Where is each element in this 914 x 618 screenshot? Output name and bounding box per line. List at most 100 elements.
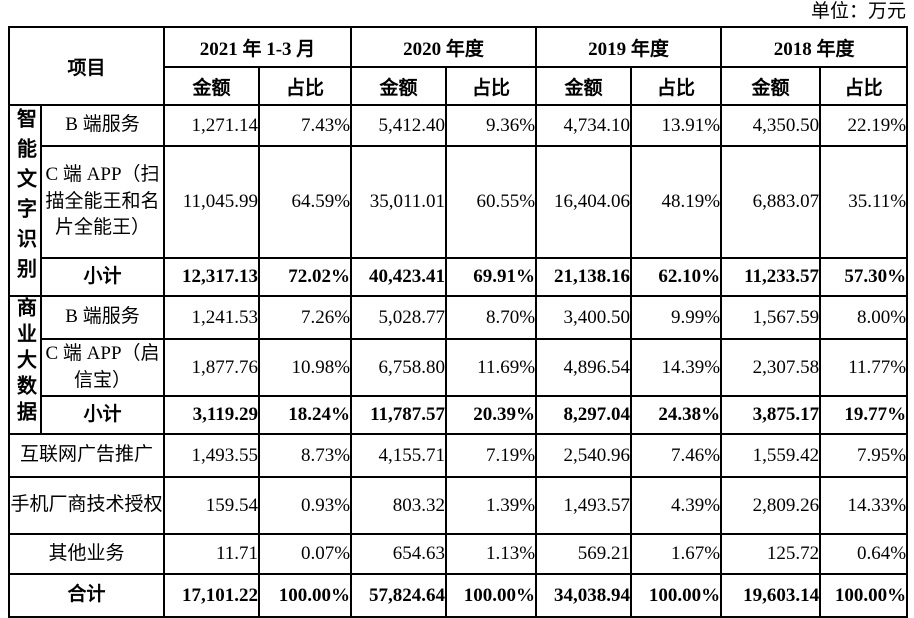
table-row: 商业大数据 B 端服务 1,241.53 7.26% 5,028.77 8.70… [8, 294, 909, 435]
row-label: 手机厂商技术授权 [7, 476, 166, 535]
ratio-cell: 9.36% [445, 104, 538, 147]
table-row: C 端 APP（扫描全能王和名片全能王） 11,045.99 64.59% 35… [9, 145, 909, 259]
header-ratio: 占比 [445, 66, 538, 106]
header-amount: 金额 [163, 66, 261, 106]
header-ratio: 占比 [630, 66, 723, 106]
amount-cell: 6,758.80 [350, 338, 448, 397]
ratio-cell: 1.39% [445, 476, 538, 535]
ratio-cell: 10.98% [258, 338, 353, 397]
amount-cell: 8,297.04 [535, 394, 633, 436]
unit-label: 单位：万元 [810, 1, 906, 22]
header-item: 项目 [7, 26, 166, 106]
ratio-cell: 60.55% [445, 145, 538, 259]
header-amount: 金额 [535, 66, 633, 106]
amount-cell: 569.21 [535, 533, 633, 575]
row-label: 互联网广告推广 [7, 433, 166, 478]
ratio-cell: 7.26% [258, 294, 353, 341]
amount-cell: 16,404.06 [535, 145, 633, 259]
amount-cell: 1,271.14 [163, 104, 261, 147]
amount-cell: 4,155.71 [350, 433, 448, 478]
ratio-cell: 48.19% [630, 145, 723, 259]
amount-cell: 654.63 [350, 533, 448, 575]
ratio-cell: 100.00% [819, 573, 909, 618]
amount-cell: 11,045.99 [163, 145, 261, 259]
amount-cell: 6,883.07 [720, 145, 822, 259]
amount-cell: 4,350.50 [720, 104, 822, 147]
ratio-cell: 62.10% [630, 257, 723, 297]
amount-cell: 125.72 [720, 533, 822, 575]
ratio-cell: 7.43% [258, 104, 353, 147]
header-amount: 金额 [350, 66, 448, 106]
amount-cell: 1,493.55 [163, 433, 261, 478]
amount-cell: 1,567.59 [720, 294, 822, 341]
ratio-cell: 100.00% [630, 573, 723, 618]
amount-cell: 1,493.57 [535, 476, 633, 535]
amount-cell: 3,119.29 [163, 394, 261, 436]
ratio-cell: 1.13% [445, 533, 538, 575]
ratio-cell: 14.39% [630, 338, 723, 397]
amount-cell: 35,011.01 [350, 145, 448, 259]
ratio-cell: 7.95% [819, 433, 909, 478]
amount-cell: 3,875.17 [720, 394, 822, 436]
amount-cell: 40,423.41 [350, 257, 448, 297]
amount-cell: 11.71 [163, 533, 261, 575]
ratio-cell: 19.77% [819, 394, 909, 436]
ratio-cell: 0.93% [258, 476, 353, 535]
amount-cell: 5,412.40 [350, 104, 448, 147]
ratio-cell: 13.91% [630, 104, 723, 147]
total-row: 合计 17,101.22 100.00% 57,824.64 100.00% 3… [7, 573, 909, 618]
amount-cell: 4,734.10 [535, 104, 633, 147]
header-ratio: 占比 [258, 66, 353, 106]
ratio-cell: 7.19% [445, 433, 538, 478]
header-amount: 金额 [720, 66, 822, 106]
subtotal-row: 小计 3,119.29 18.24% 11,787.57 20.39% 8,29… [9, 394, 909, 436]
amount-cell: 2,540.96 [535, 433, 633, 478]
ratio-cell: 20.39% [445, 394, 538, 436]
group-label-intelligent-ocr: 智能文字识别 [8, 104, 42, 297]
table-row: 互联网广告推广 1,493.55 8.73% 4,155.71 7.19% 2,… [7, 433, 909, 478]
ratio-cell: 22.19% [819, 104, 909, 147]
table-row: C 端 APP（启信宝） 1,877.76 10.98% 6,758.80 11… [9, 338, 909, 397]
row-label: C 端 APP（扫描全能王和名片全能王） [39, 145, 166, 259]
group-label-business-bigdata: 商业大数据 [8, 295, 42, 435]
row-label: B 端服务 [39, 294, 166, 341]
amount-cell: 5,028.77 [350, 294, 448, 341]
ratio-cell: 64.59% [258, 145, 353, 259]
amount-cell: 1,559.42 [720, 433, 822, 478]
ratio-cell: 8.73% [258, 433, 353, 478]
ratio-cell: 24.38% [630, 394, 723, 436]
amount-cell: 803.32 [350, 476, 448, 535]
amount-cell: 2,809.26 [720, 476, 822, 535]
amount-cell: 3,400.50 [535, 294, 633, 341]
ratio-cell: 57.30% [819, 257, 909, 297]
ratio-cell: 11.69% [445, 338, 538, 397]
ratio-cell: 14.33% [819, 476, 909, 535]
ratio-cell: 7.46% [630, 433, 723, 478]
ratio-cell: 11.77% [819, 338, 909, 397]
amount-cell: 4,896.54 [535, 338, 633, 397]
amount-cell: 57,824.64 [350, 573, 448, 618]
amount-cell: 1,877.76 [163, 338, 261, 397]
amount-cell: 21,138.16 [535, 257, 633, 297]
ratio-cell: 35.11% [819, 145, 909, 259]
amount-cell: 19,603.14 [720, 573, 822, 618]
header-row-periods: 项目 2021 年 1-3 月 2020 年度 2019 年度 2018 年度 [7, 26, 909, 106]
ratio-cell: 8.70% [445, 294, 538, 341]
header-period-2020: 2020 年度 [350, 26, 538, 68]
ratio-cell: 0.07% [258, 533, 353, 575]
revenue-breakdown-table: 项目 2021 年 1-3 月 2020 年度 2019 年度 2018 年度 … [7, 26, 909, 618]
row-label: 合计 [7, 573, 166, 618]
header-period-2019: 2019 年度 [535, 26, 723, 68]
header-ratio: 占比 [819, 66, 909, 106]
table-row: 智能文字识别 B 端服务 1,271.14 7.43% 5,412.40 9.3… [8, 104, 909, 297]
amount-cell: 159.54 [163, 476, 261, 535]
row-label: C 端 APP（启信宝） [39, 338, 166, 397]
header-period-2018: 2018 年度 [720, 26, 909, 68]
ratio-cell: 18.24% [258, 394, 353, 436]
amount-cell: 12,317.13 [163, 257, 261, 297]
ratio-cell: 100.00% [258, 573, 353, 618]
ratio-cell: 69.91% [445, 257, 538, 297]
row-label: B 端服务 [39, 104, 166, 147]
ratio-cell: 72.02% [258, 257, 353, 297]
row-label: 小计 [39, 257, 166, 297]
